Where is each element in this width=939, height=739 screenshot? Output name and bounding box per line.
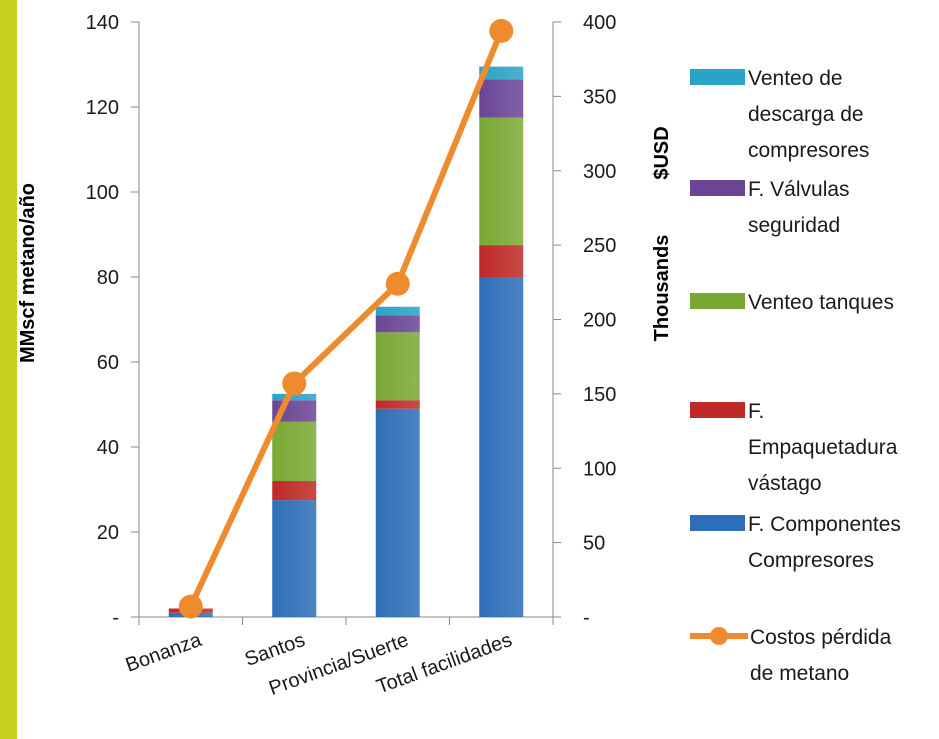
- bar-segment: [479, 277, 524, 617]
- legend-label: Costos pérdida: [750, 626, 892, 649]
- cost-point: [385, 271, 410, 296]
- legend-swatch: [690, 515, 745, 531]
- accent-bar: [0, 0, 17, 739]
- legend-swatch: [690, 180, 745, 196]
- category-label: Santos: [242, 629, 308, 671]
- cost-point: [178, 594, 203, 619]
- legend-label: de metano: [750, 662, 849, 685]
- legend-line-marker: [710, 627, 728, 645]
- legend-label: descarga de: [748, 103, 864, 126]
- secondary-y-tick-label: 150: [583, 384, 616, 406]
- legend-swatch: [690, 69, 745, 85]
- bar-segment: [375, 332, 420, 401]
- bar-segment: [272, 500, 317, 617]
- legend-label: F. Componentes: [748, 513, 901, 536]
- cost-point: [282, 371, 307, 396]
- legend-swatch: [690, 402, 745, 418]
- legend-label: seguridad: [748, 214, 840, 237]
- secondary-y-tick-label: 300: [583, 161, 616, 183]
- legend: Venteo de descarga de compresores F. Válvul…: [690, 67, 901, 685]
- secondary-y-tick-label: 200: [583, 310, 616, 332]
- category-label: Bonanza: [123, 629, 206, 677]
- legend-label: compresores: [748, 139, 869, 162]
- secondary-y-axis-title-scale: Thousands: [651, 235, 673, 342]
- primary-y-tick-label: 20: [97, 522, 119, 544]
- legend-swatch: [690, 293, 745, 309]
- secondary-y-tick-label: 350: [583, 86, 616, 108]
- bar-segment: [272, 481, 317, 501]
- bar-segment: [375, 408, 420, 617]
- primary-y-tick-label: -: [112, 607, 119, 629]
- bar-segment: [375, 306, 420, 316]
- bar-series: [168, 66, 524, 617]
- primary-y-tick-label: 120: [86, 97, 119, 119]
- bar-segment: [479, 66, 524, 80]
- x-ticks: [138, 617, 554, 625]
- legend-label: vástago: [748, 472, 822, 495]
- line-series: [178, 18, 514, 619]
- primary-y-tick-label: 40: [97, 437, 119, 459]
- legend-label: F. Válvulas: [748, 178, 850, 201]
- bar-segment: [479, 245, 524, 277]
- bar-segment: [375, 400, 420, 409]
- legend-label: Compresores: [748, 549, 874, 572]
- secondary-y-tick-label: 100: [583, 458, 616, 480]
- secondary-y-ticks: - 50 100 150 200 250 300 350 400: [553, 12, 616, 629]
- primary-y-tick-label: 140: [86, 12, 119, 34]
- legend-label: Venteo tanques: [748, 291, 894, 314]
- bar-segment: [272, 421, 317, 481]
- primary-y-tick-label: 60: [97, 352, 119, 374]
- secondary-y-tick-label: -: [583, 607, 590, 629]
- secondary-y-tick-label: 50: [583, 533, 605, 555]
- primary-y-ticks: - 20 40 60 80 100 120 140: [86, 12, 139, 629]
- bar-segment: [375, 315, 420, 333]
- primary-y-tick-label: 100: [86, 182, 119, 204]
- secondary-y-tick-label: 250: [583, 235, 616, 257]
- cost-line: [187, 27, 505, 610]
- legend-label: Empaquetadura: [748, 436, 898, 459]
- secondary-y-tick-label: 400: [583, 12, 616, 34]
- bar-segment: [479, 79, 524, 118]
- bar-segment: [272, 393, 317, 401]
- legend-label: Venteo de: [748, 67, 843, 90]
- bar-segment: [479, 117, 524, 246]
- primary-y-tick-label: 80: [97, 267, 119, 289]
- primary-y-axis-title: MMscf metano/año: [17, 183, 39, 363]
- cost-point: [489, 18, 514, 43]
- secondary-y-axis-title-units: $USD: [651, 126, 673, 179]
- legend-label: F.: [748, 400, 764, 423]
